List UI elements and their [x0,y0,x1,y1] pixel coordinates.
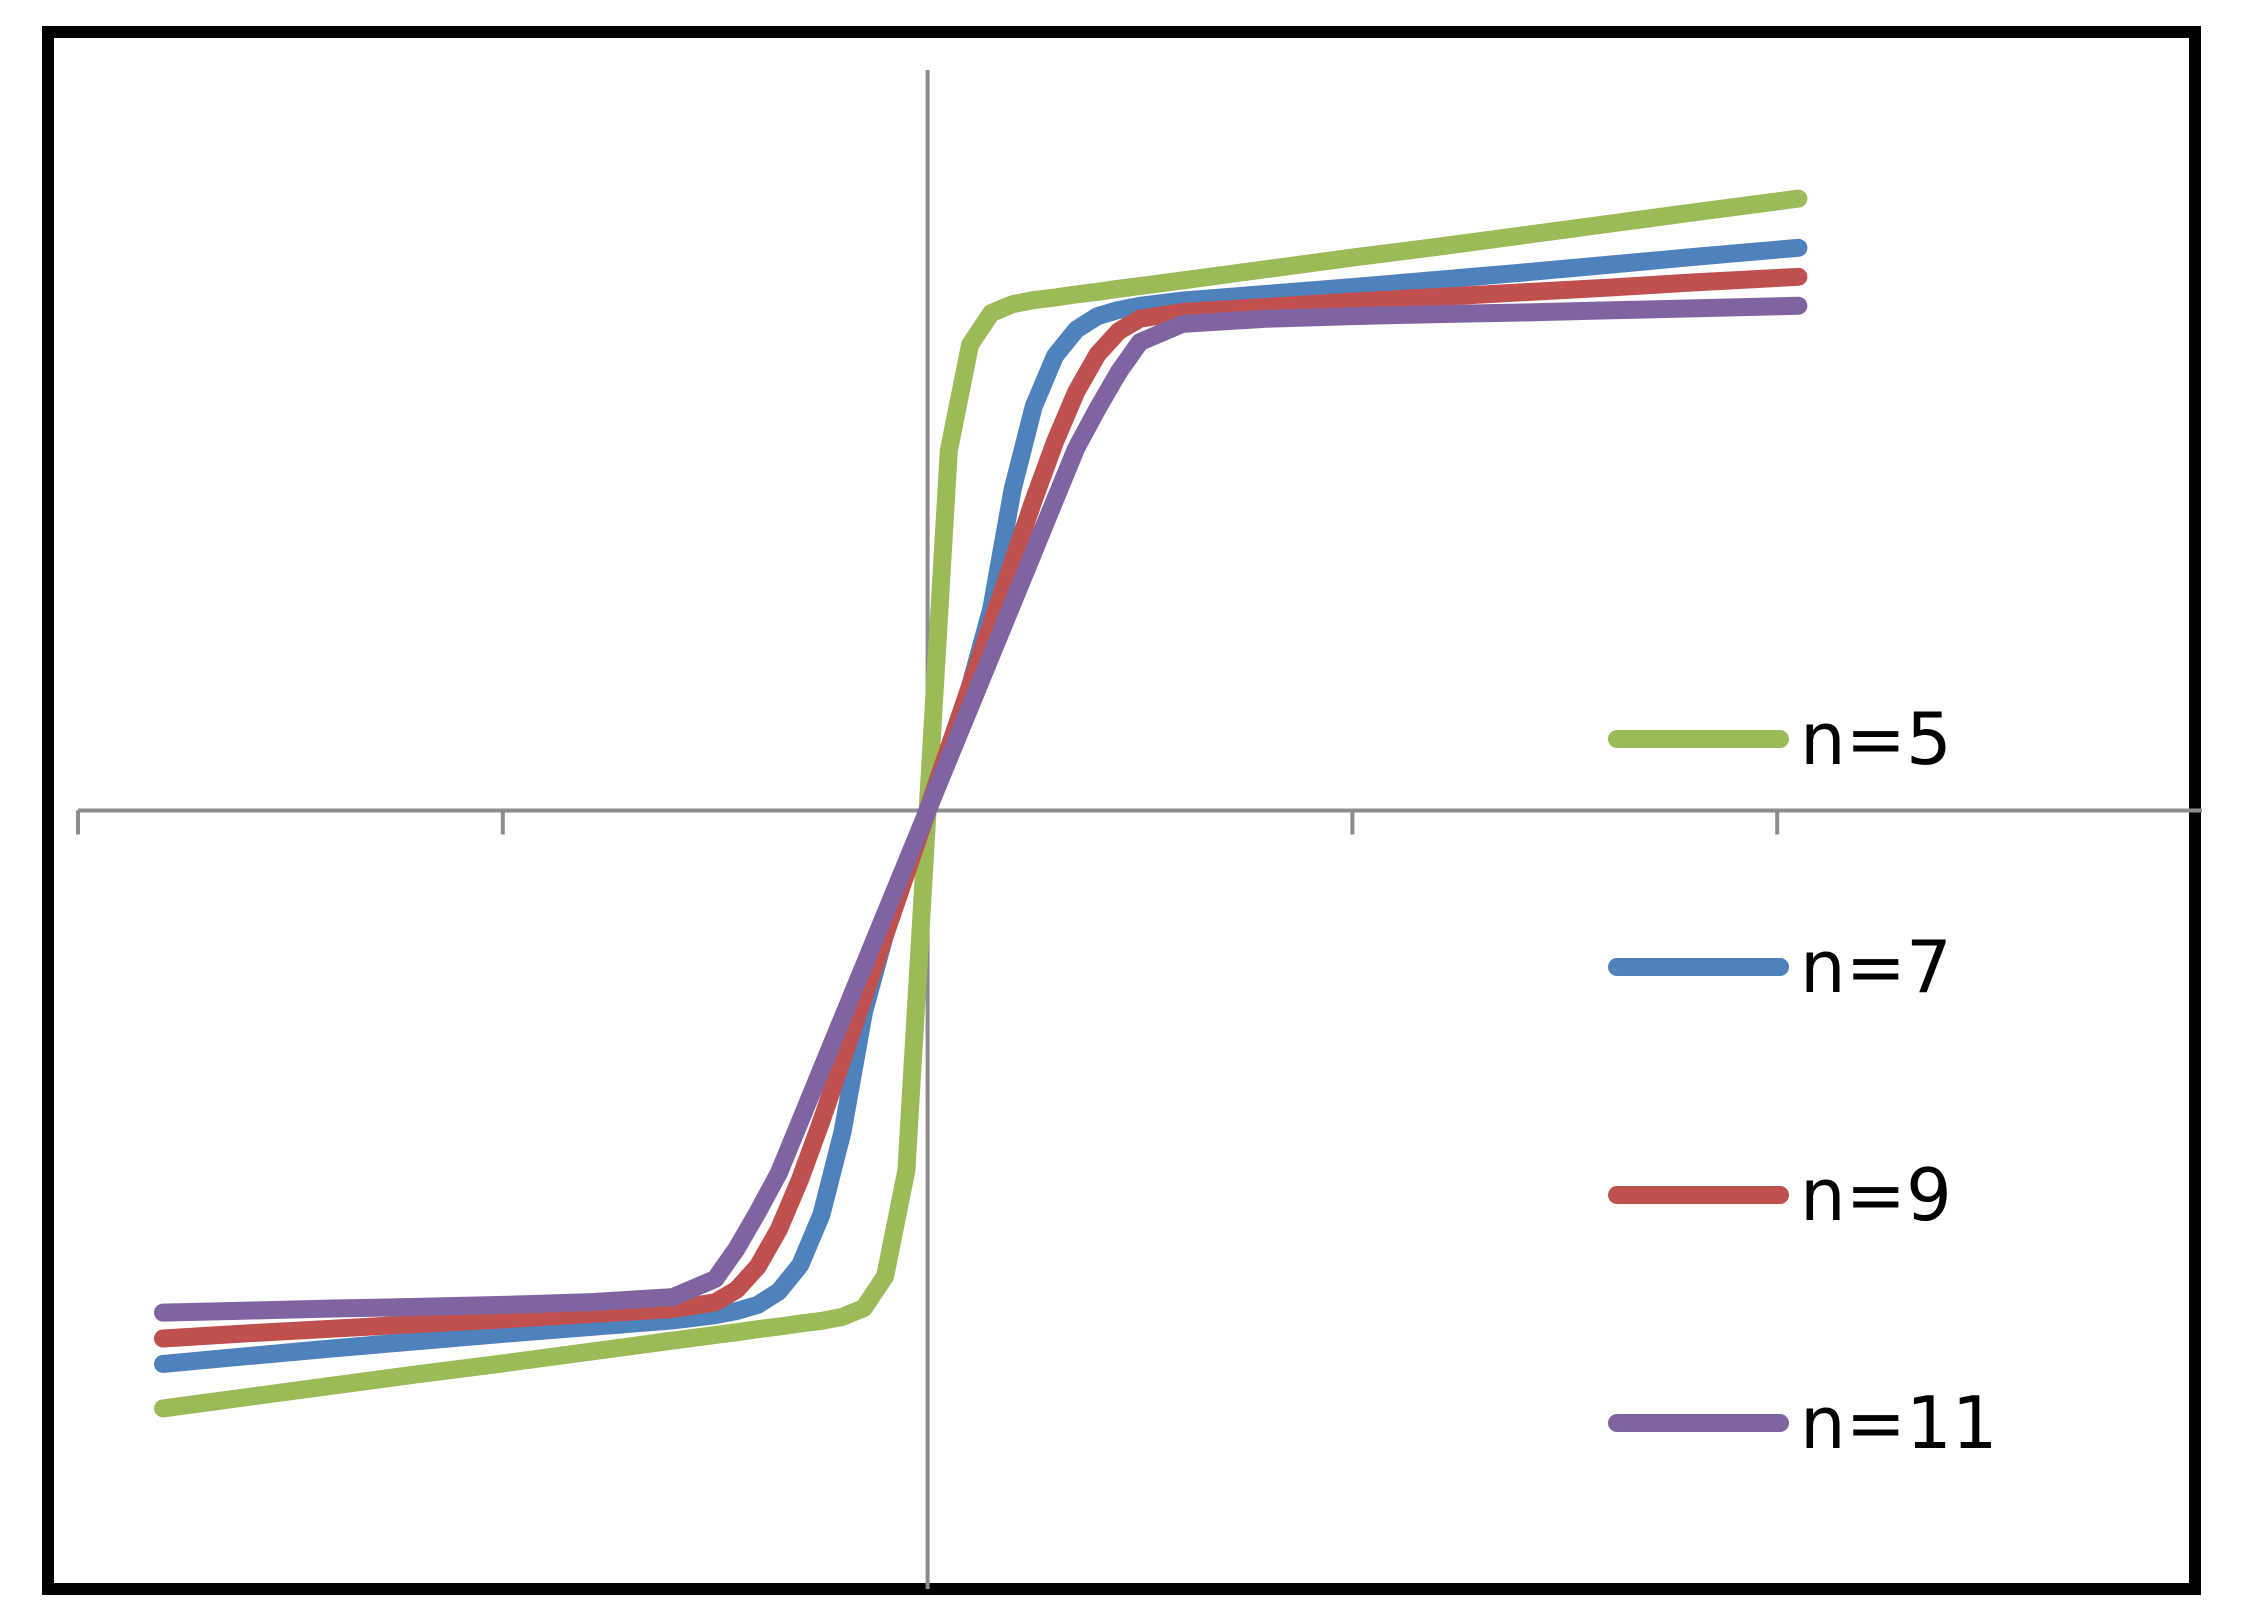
legend: n=5 n=7 n=9 n=11 [1608,697,1998,1465]
series-line [154,296,1808,1322]
legend-label: n=9 [1800,1153,1952,1237]
series-group [154,189,1808,1418]
series-line [154,189,1808,1418]
legend-label: n=7 [1800,925,1952,1009]
legend-label: n=5 [1800,697,1952,781]
legend-label: n=11 [1800,1381,1998,1465]
